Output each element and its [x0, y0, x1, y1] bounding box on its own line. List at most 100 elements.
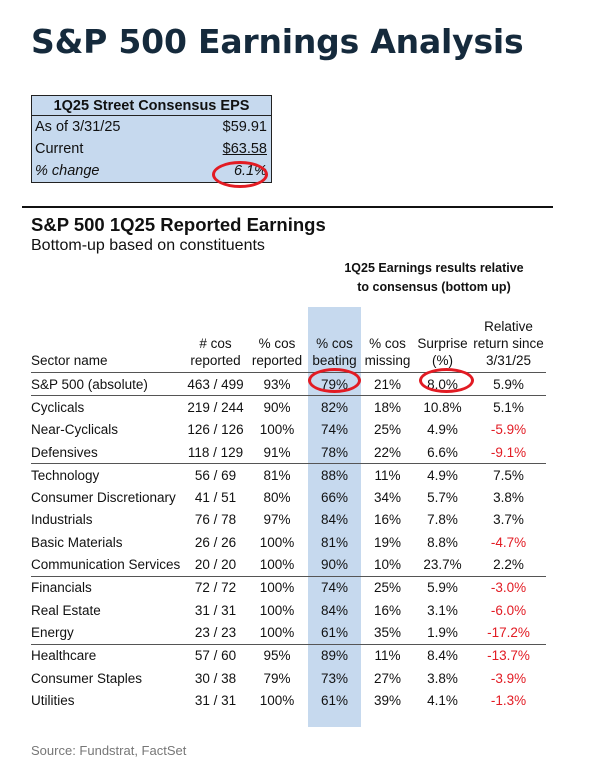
row-sector-name: Financials	[31, 575, 185, 599]
row-pct-beating: 74%	[308, 575, 361, 599]
row-pct-reported: 100%	[259, 692, 295, 708]
sp500-surprise-circle	[419, 368, 474, 393]
row-reported: 72 / 72	[185, 575, 246, 599]
row-pct-beating: 61%	[320, 624, 349, 640]
row-reported: 76 / 78	[194, 512, 237, 528]
table-header-row: Sector name # cos reported % cos reporte…	[31, 307, 546, 373]
row-relative-return: -3.0%	[471, 575, 546, 599]
table-row: Defensives 118 / 129 91% 78% 22% 6.6% -9.1%	[31, 441, 546, 464]
page-title: S&P 500 Earnings Analysis	[31, 22, 524, 61]
row-surprise: 4.1%	[427, 692, 458, 708]
row-pct-missing: 25%	[373, 422, 402, 438]
row-relative-return: 7.5%	[471, 463, 546, 487]
row-sector-name: Industrials	[31, 512, 93, 528]
row-reported: 463 / 499	[187, 376, 244, 392]
row-reported: 23 / 23	[194, 624, 237, 640]
row-surprise: 3.1%	[427, 602, 458, 618]
row-pct-reported: 93%	[263, 376, 291, 392]
row-pct-beating: 74%	[320, 422, 349, 438]
consensus-row: Current $63.58	[32, 138, 271, 160]
row-sector-name: Consumer Staples	[31, 670, 143, 686]
row-pct-missing: 16%	[373, 512, 402, 528]
row-pct-missing: 27%	[373, 670, 402, 686]
row-reported: 41 / 51	[194, 490, 237, 506]
row-surprise: 5.7%	[427, 490, 458, 506]
row-surprise: 4.9%	[414, 463, 471, 487]
row-pct-missing: 16%	[373, 602, 402, 618]
table-row: Consumer Discretionary 41 / 51 80% 66% 34% 5.…	[31, 486, 546, 508]
table-row: Real Estate 31 / 31 100% 84% 16% 3.1% -6.0%	[31, 599, 546, 621]
row-relative-return: -9.1%	[490, 444, 527, 460]
group-header-line: to consensus (bottom up)	[357, 280, 511, 294]
table-row: Cyclicals 219 / 244 90% 82% 18% 10.8% 5.1%	[31, 395, 546, 419]
row-pct-missing: 35%	[373, 624, 402, 640]
col-header-reported: # cos reported	[185, 307, 246, 373]
consensus-value: $59.91	[222, 119, 267, 135]
consensus-eps-box: 1Q25 Street Consensus EPS As of 3/31/25 …	[31, 95, 272, 183]
section-divider	[22, 206, 553, 208]
row-reported: 30 / 38	[194, 670, 237, 686]
row-sector-name: Technology	[31, 463, 185, 487]
row-relative-return: -3.9%	[490, 670, 527, 686]
row-pct-beating: 84%	[320, 512, 349, 528]
row-relative-return: -6.0%	[490, 602, 527, 618]
row-pct-beating: 66%	[320, 490, 349, 506]
col-header-missing: % cos missing	[361, 307, 414, 373]
row-pct-beating: 84%	[320, 602, 349, 618]
row-pct-missing: 18%	[361, 395, 414, 419]
table-row: Communication Services 20 / 20 100% 90% 10% 2…	[31, 553, 546, 576]
row-pct-missing: 39%	[373, 692, 402, 708]
row-surprise: 5.9%	[414, 575, 471, 599]
group-header: 1Q25 Earnings results relative to consen…	[338, 259, 530, 297]
col-header-pct-reported: % cos reported	[246, 307, 308, 373]
table-row: Energy 23 / 23 100% 61% 35% 1.9% -17.2%	[31, 621, 546, 644]
col-header-beating: % cos beating	[308, 307, 361, 373]
row-sector-name: Energy	[31, 624, 74, 640]
section-subtitle: Bottom-up based on constituents	[31, 237, 265, 254]
table-row: Basic Materials 26 / 26 100% 81% 19% 8.8% -4.7…	[31, 531, 546, 553]
col-header-sector: Sector name	[31, 307, 185, 373]
row-surprise: 10.8%	[414, 395, 471, 419]
table-row: Financials 72 / 72 100% 74% 25% 5.9% -3.0%	[31, 575, 546, 599]
row-relative-return: 5.9%	[493, 376, 524, 392]
row-pct-reported: 80%	[263, 490, 291, 506]
row-reported: 31 / 31	[194, 692, 237, 708]
table-row: Healthcare 57 / 60 95% 89% 11% 8.4% -13.7%	[31, 643, 546, 667]
row-surprise: 1.9%	[427, 624, 458, 640]
consensus-label: As of 3/31/25	[35, 119, 121, 135]
row-pct-missing: 11%	[361, 463, 414, 487]
row-reported: 31 / 31	[194, 602, 237, 618]
row-relative-return: -13.7%	[471, 643, 546, 667]
row-pct-missing: 25%	[361, 575, 414, 599]
row-pct-reported: 81%	[246, 463, 308, 487]
row-reported: 26 / 26	[194, 534, 237, 550]
group-header-line: 1Q25 Earnings results relative	[344, 261, 524, 275]
row-sector-name: Utilities	[31, 692, 75, 708]
consensus-header: 1Q25 Street Consensus EPS	[32, 96, 271, 116]
row-pct-beating: 88%	[308, 463, 361, 487]
row-surprise: 8.8%	[427, 534, 458, 550]
row-relative-return: 2.2%	[493, 557, 524, 573]
table-row: Consumer Staples 30 / 38 79% 73% 27% 3.8% -3.9…	[31, 667, 546, 689]
row-pct-beating: 61%	[320, 692, 349, 708]
row-surprise: 4.9%	[427, 422, 458, 438]
row-pct-missing: 22%	[373, 444, 402, 460]
row-relative-return: -5.9%	[490, 422, 527, 438]
row-sector-name: Defensives	[31, 444, 98, 460]
row-pct-missing: 19%	[373, 534, 402, 550]
row-sector-name: S&P 500 (absolute)	[31, 376, 148, 392]
row-pct-reported: 100%	[259, 557, 295, 573]
sp500-beating-circle	[308, 368, 361, 393]
row-pct-reported: 100%	[259, 602, 295, 618]
row-pct-reported: 100%	[259, 422, 295, 438]
table-row: Industrials 76 / 78 97% 84% 16% 7.8% 3.7%	[31, 509, 546, 531]
row-sector-name: Cyclicals	[31, 395, 185, 419]
row-surprise: 7.8%	[427, 512, 458, 528]
row-pct-beating: 82%	[308, 395, 361, 419]
table-row: Utilities 31 / 31 100% 61% 39% 4.1% -1.3%	[31, 689, 546, 711]
row-pct-reported: 100%	[259, 624, 295, 640]
row-pct-beating: 81%	[320, 534, 349, 550]
row-pct-reported: 91%	[263, 444, 291, 460]
row-pct-reported: 100%	[259, 534, 295, 550]
table-row: Technology 56 / 69 81% 88% 11% 4.9% 7.5%	[31, 463, 546, 487]
